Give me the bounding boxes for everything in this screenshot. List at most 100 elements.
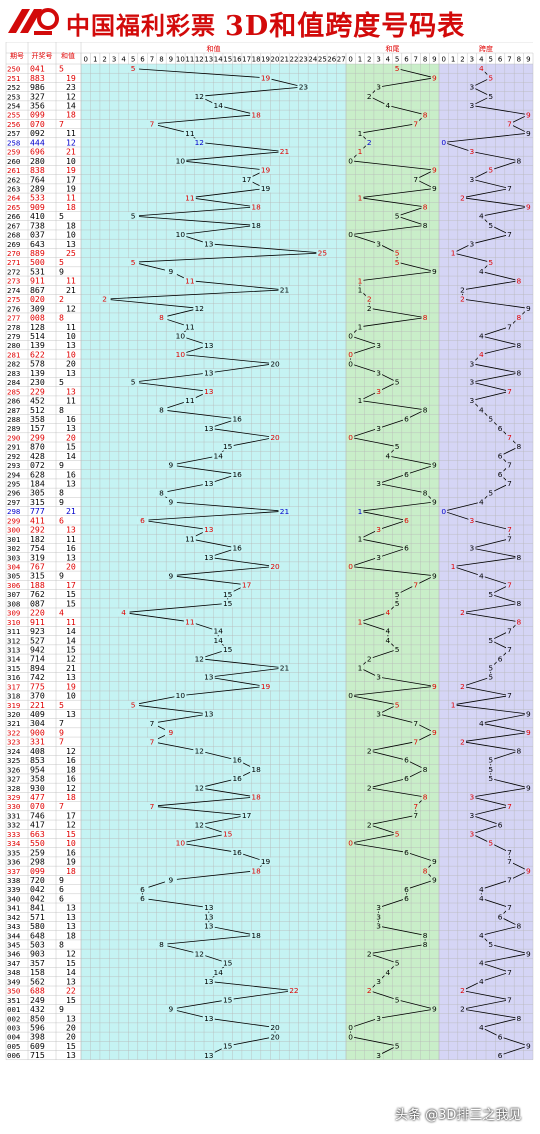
issue-cell: 341 <box>7 904 20 913</box>
span-tick-2: 2 <box>460 56 464 64</box>
sum-mark-bg <box>183 322 196 331</box>
sum-cell: 13 <box>66 1050 76 1060</box>
span-mark: 5 <box>488 756 493 765</box>
tail-mark: 9 <box>432 166 437 175</box>
sum-cell: 5 <box>59 211 64 221</box>
tail-mark: 5 <box>395 645 400 654</box>
sum-mark-bg <box>183 617 196 626</box>
span-mark-bg <box>468 101 476 110</box>
tail-mark: 8 <box>423 221 428 230</box>
sum-mark-bg <box>202 922 215 931</box>
span-mark-bg <box>506 322 513 331</box>
issue-cell: 286 <box>7 397 20 406</box>
sum-cell: 10 <box>66 691 76 701</box>
number-cell: 696 <box>30 147 45 157</box>
span-mark: 7 <box>507 120 512 129</box>
sum-mark: 12 <box>195 746 204 755</box>
tail-tick-5: 5 <box>395 56 399 64</box>
span-mark: 4 <box>479 267 484 276</box>
sum-mark: 20 <box>270 433 280 442</box>
sum-mark: 9 <box>169 461 174 470</box>
sum-mark: 16 <box>232 415 242 424</box>
span-mark: 9 <box>526 1042 531 1051</box>
sum-mark-bg <box>297 83 310 92</box>
issue-cell: 315 <box>7 664 20 673</box>
number-cell: 514 <box>30 331 45 341</box>
sum-cell: 12 <box>66 783 76 793</box>
span-mark-bg <box>477 350 485 359</box>
banner: 中国福利彩票 3D和值跨度号码表 <box>0 0 540 42</box>
tail-mark: 1 <box>358 664 363 673</box>
sum-mark-bg <box>250 931 263 940</box>
number-cell: 229 <box>30 386 45 396</box>
span-mark-bg <box>477 331 485 340</box>
span-mark-bg <box>524 304 532 313</box>
tail-mark-bg <box>421 202 429 211</box>
sum-cell: 15 <box>66 829 76 839</box>
span-mark-bg <box>440 507 448 516</box>
sum-mark-bg <box>193 304 206 313</box>
issue-cell: 255 <box>7 111 20 120</box>
tail-mark-bg <box>375 903 383 912</box>
sum-cell: 13 <box>66 525 76 535</box>
span-tick-4: 4 <box>479 56 484 64</box>
tail-mark: 8 <box>423 203 428 212</box>
sum-cell: 15 <box>66 1041 76 1051</box>
tail-mark-bg <box>375 83 383 92</box>
issue-cell: 329 <box>7 793 20 802</box>
number-cell: 299 <box>30 432 45 442</box>
issue-cell: 350 <box>7 987 20 996</box>
span-mark-bg <box>449 562 457 571</box>
sum-tick-22: 22 <box>289 56 298 64</box>
sum-mark-bg <box>174 350 187 359</box>
sum-mark: 9 <box>169 876 174 885</box>
span-mark-bg <box>468 792 476 801</box>
tail-mark-bg <box>393 645 401 654</box>
span-mark: 7 <box>507 645 512 654</box>
tail-mark-bg <box>375 912 383 921</box>
tail-mark-bg <box>375 1014 383 1023</box>
span-mark-bg <box>496 912 504 921</box>
span-mark-bg <box>524 783 532 792</box>
issue-cell: 005 <box>7 1042 20 1051</box>
tail-mark: 9 <box>432 267 437 276</box>
sum-mark: 11 <box>185 129 195 138</box>
sum-mark: 13 <box>204 673 214 682</box>
sum-mark: 15 <box>223 959 233 968</box>
issue-cell: 316 <box>7 673 20 682</box>
sum-mark: 12 <box>195 92 204 101</box>
tail-mark-bg <box>421 405 429 414</box>
tail-mark-bg <box>421 313 429 322</box>
tail-mark-bg <box>412 737 420 746</box>
issue-cell: 290 <box>7 433 20 442</box>
number-cell: 746 <box>30 810 45 820</box>
span-mark-bg <box>468 175 476 184</box>
sum-tick-20: 20 <box>271 56 280 64</box>
sum-cell: 16 <box>66 755 76 765</box>
number-cell: 663 <box>30 829 45 839</box>
span-mark: 5 <box>488 774 493 783</box>
sum-mark-bg <box>269 1032 282 1041</box>
number-cell: 259 <box>30 847 45 857</box>
sum-mark-bg <box>221 829 234 838</box>
tail-mark-bg <box>412 119 420 128</box>
sum-cell: 20 <box>66 561 76 571</box>
number-cell: 370 <box>30 691 45 701</box>
issue-cell: 304 <box>7 562 21 571</box>
number-cell: 609 <box>30 1041 45 1051</box>
sum-cell: 18 <box>66 764 76 774</box>
number-cell: 444 <box>30 137 45 147</box>
span-mark-bg <box>524 202 532 211</box>
tail-mark: 9 <box>432 461 437 470</box>
tail-mark-bg <box>412 580 420 589</box>
tail-mark: 7 <box>413 811 418 820</box>
sum-cell: 9 <box>59 497 64 507</box>
issue-cell: 312 <box>7 636 20 645</box>
tail-mark-bg <box>375 525 383 534</box>
tail-mark: 6 <box>404 470 409 479</box>
span-mark: 4 <box>479 498 484 507</box>
number-cell: 070 <box>30 801 45 811</box>
issue-cell: 264 <box>7 194 21 203</box>
span-mark: 3 <box>470 829 475 838</box>
number-cell: 777 <box>30 506 45 516</box>
